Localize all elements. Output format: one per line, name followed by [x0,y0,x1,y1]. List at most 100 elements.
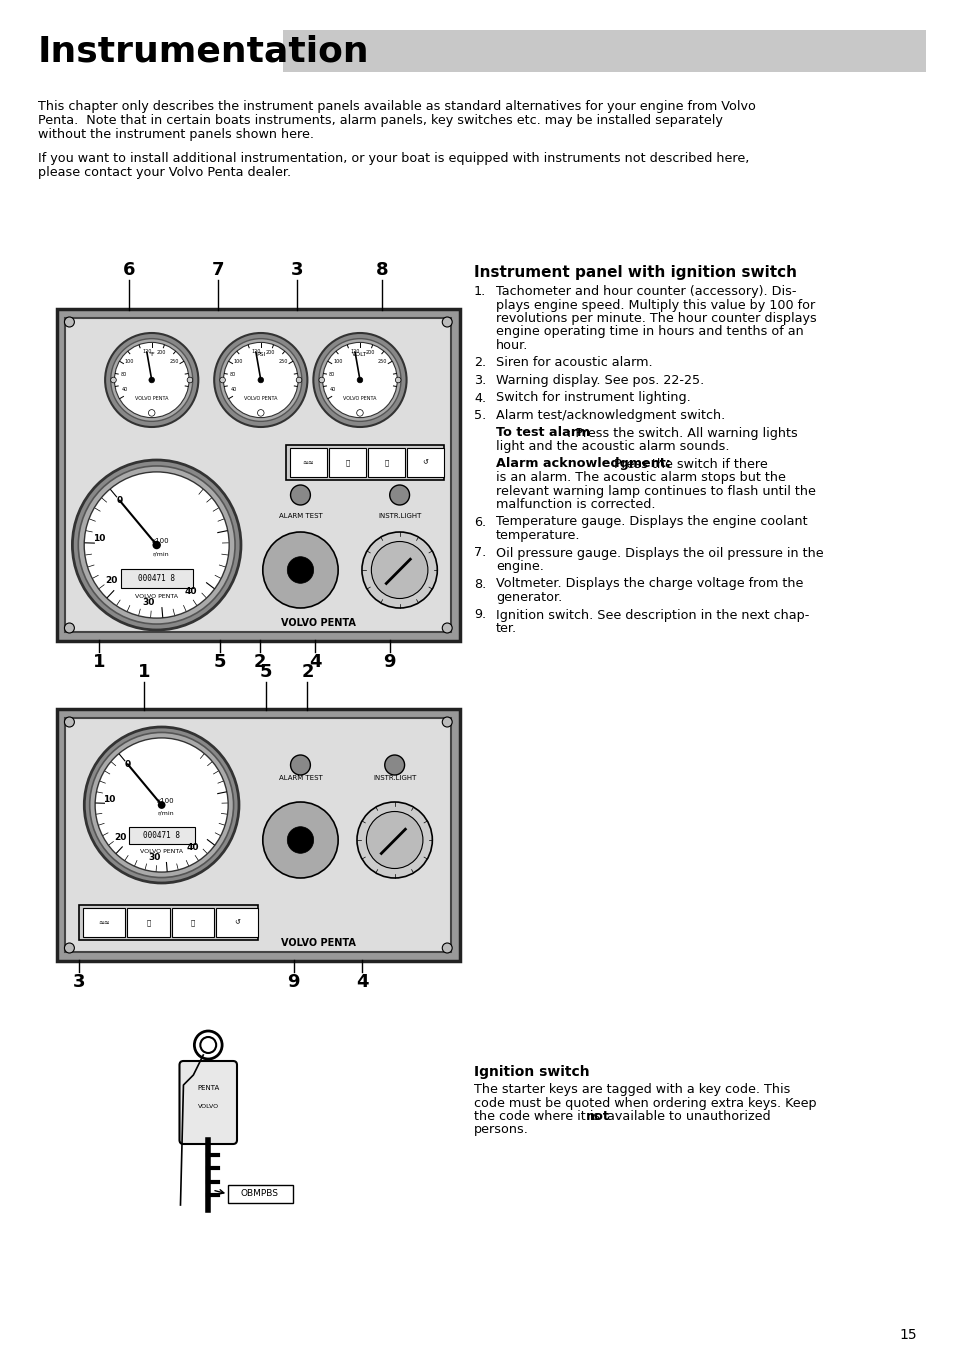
Circle shape [384,755,404,775]
Text: 1.: 1. [474,285,486,299]
Text: engine operating time in hours and tenths of an: engine operating time in hours and tenth… [496,326,802,339]
Text: Alarm test/acknowledgment switch.: Alarm test/acknowledgment switch. [496,409,724,422]
FancyBboxPatch shape [66,717,451,952]
Text: 40: 40 [186,843,198,852]
Text: To test alarm: To test alarm [496,427,590,439]
Text: 120: 120 [142,349,152,354]
Circle shape [442,943,452,952]
Text: 7.: 7. [474,547,486,559]
Text: 250: 250 [169,359,178,363]
Text: 5: 5 [213,653,226,671]
Text: please contact your Volvo Penta dealer.: please contact your Volvo Penta dealer. [37,166,291,178]
Text: OBMPBS: OBMPBS [240,1189,278,1198]
Text: 200: 200 [266,350,275,355]
Text: 3.: 3. [474,374,486,386]
FancyBboxPatch shape [290,449,327,477]
Text: r/min: r/min [152,551,169,557]
Circle shape [395,377,400,382]
Text: 4: 4 [309,653,321,671]
Circle shape [219,339,301,422]
Circle shape [442,317,452,327]
Text: x100: x100 [156,798,174,804]
FancyBboxPatch shape [282,30,925,72]
Circle shape [78,466,234,624]
Circle shape [157,801,165,809]
Text: 4: 4 [355,973,368,992]
Text: 🛢: 🛢 [345,459,349,466]
Text: Oil pressure gauge. Displays the oil pressure in the: Oil pressure gauge. Displays the oil pre… [496,547,822,559]
Text: code must be quoted when ordering extra keys. Keep: code must be quoted when ordering extra … [474,1097,816,1109]
Circle shape [361,532,436,608]
Text: temperature.: temperature. [496,530,579,542]
Circle shape [291,485,310,505]
Circle shape [442,623,452,634]
Text: not: not [585,1111,609,1123]
Circle shape [105,332,198,427]
Text: hour.: hour. [496,339,528,353]
Text: 40: 40 [231,388,236,393]
Text: 6.: 6. [474,516,486,528]
Circle shape [187,377,193,382]
Circle shape [219,377,225,382]
Text: ↺: ↺ [233,920,239,925]
Text: 100: 100 [233,359,243,363]
Text: revolutions per minute. The hour counter displays: revolutions per minute. The hour counter… [496,312,816,326]
Text: 40: 40 [330,388,335,393]
Circle shape [72,459,241,630]
Text: 200: 200 [365,350,375,355]
Text: Warning display. See pos. 22-25.: Warning display. See pos. 22-25. [496,374,703,386]
Circle shape [152,540,161,550]
Text: 80: 80 [328,373,335,377]
Circle shape [84,471,229,619]
Text: 3: 3 [73,973,86,992]
Text: VOLVO PENTA: VOLVO PENTA [134,396,169,401]
Text: 2.: 2. [474,357,486,370]
Text: The starter keys are tagged with a key code. This: The starter keys are tagged with a key c… [474,1084,789,1096]
Text: 40: 40 [184,588,196,596]
Circle shape [65,943,74,952]
Text: 5.: 5. [474,409,486,422]
Text: malfunction is corrected.: malfunction is corrected. [496,499,655,511]
Circle shape [371,542,428,598]
Text: ALARM TEST: ALARM TEST [278,775,322,781]
Text: 80: 80 [120,373,126,377]
FancyBboxPatch shape [66,317,451,632]
Text: 20: 20 [105,576,117,585]
Text: Ignition switch. See description in the next chap-: Ignition switch. See description in the … [496,608,808,621]
Text: VOLVO PENTA: VOLVO PENTA [135,593,178,598]
Circle shape [257,409,264,416]
Circle shape [90,732,233,878]
Text: : Press the switch. All warning lights: : Press the switch. All warning lights [566,427,797,439]
FancyBboxPatch shape [121,569,193,588]
Circle shape [366,812,422,869]
Circle shape [356,377,362,382]
Text: 120: 120 [251,349,260,354]
Text: persons.: persons. [474,1124,528,1136]
Text: INSTR.LIGHT: INSTR.LIGHT [377,513,421,519]
Text: Temperature gauge. Displays the engine coolant: Temperature gauge. Displays the engine c… [496,516,806,528]
Text: ≈≈: ≈≈ [302,459,314,466]
Text: ⬜: ⬜ [191,919,194,925]
Circle shape [223,342,297,417]
Text: VOLVO PENTA: VOLVO PENTA [281,938,355,948]
Circle shape [111,339,193,422]
Text: 15: 15 [899,1328,916,1342]
Text: is an alarm. The acoustic alarm stops but the: is an alarm. The acoustic alarm stops bu… [496,471,785,484]
Text: 2: 2 [253,653,266,671]
Text: Voltmeter. Displays the charge voltage from the: Voltmeter. Displays the charge voltage f… [496,577,802,590]
Text: engine.: engine. [496,561,543,573]
FancyBboxPatch shape [407,449,444,477]
Text: r/min: r/min [157,811,173,815]
Text: 9: 9 [383,653,395,671]
Text: 20: 20 [114,834,126,842]
Text: 8.: 8. [474,577,486,590]
Text: VOLVO PENTA: VOLVO PENTA [244,396,277,401]
Text: INSTR.LIGHT: INSTR.LIGHT [373,775,416,781]
Text: °F: °F [148,351,155,357]
Text: 8: 8 [375,261,388,280]
Text: 9: 9 [287,973,299,992]
Text: Press the switch if there: Press the switch if there [610,458,767,470]
Text: 0: 0 [125,759,131,769]
Text: plays engine speed. Multiply this value by 100 for: plays engine speed. Multiply this value … [496,299,814,312]
Text: 000471 8: 000471 8 [143,831,180,840]
